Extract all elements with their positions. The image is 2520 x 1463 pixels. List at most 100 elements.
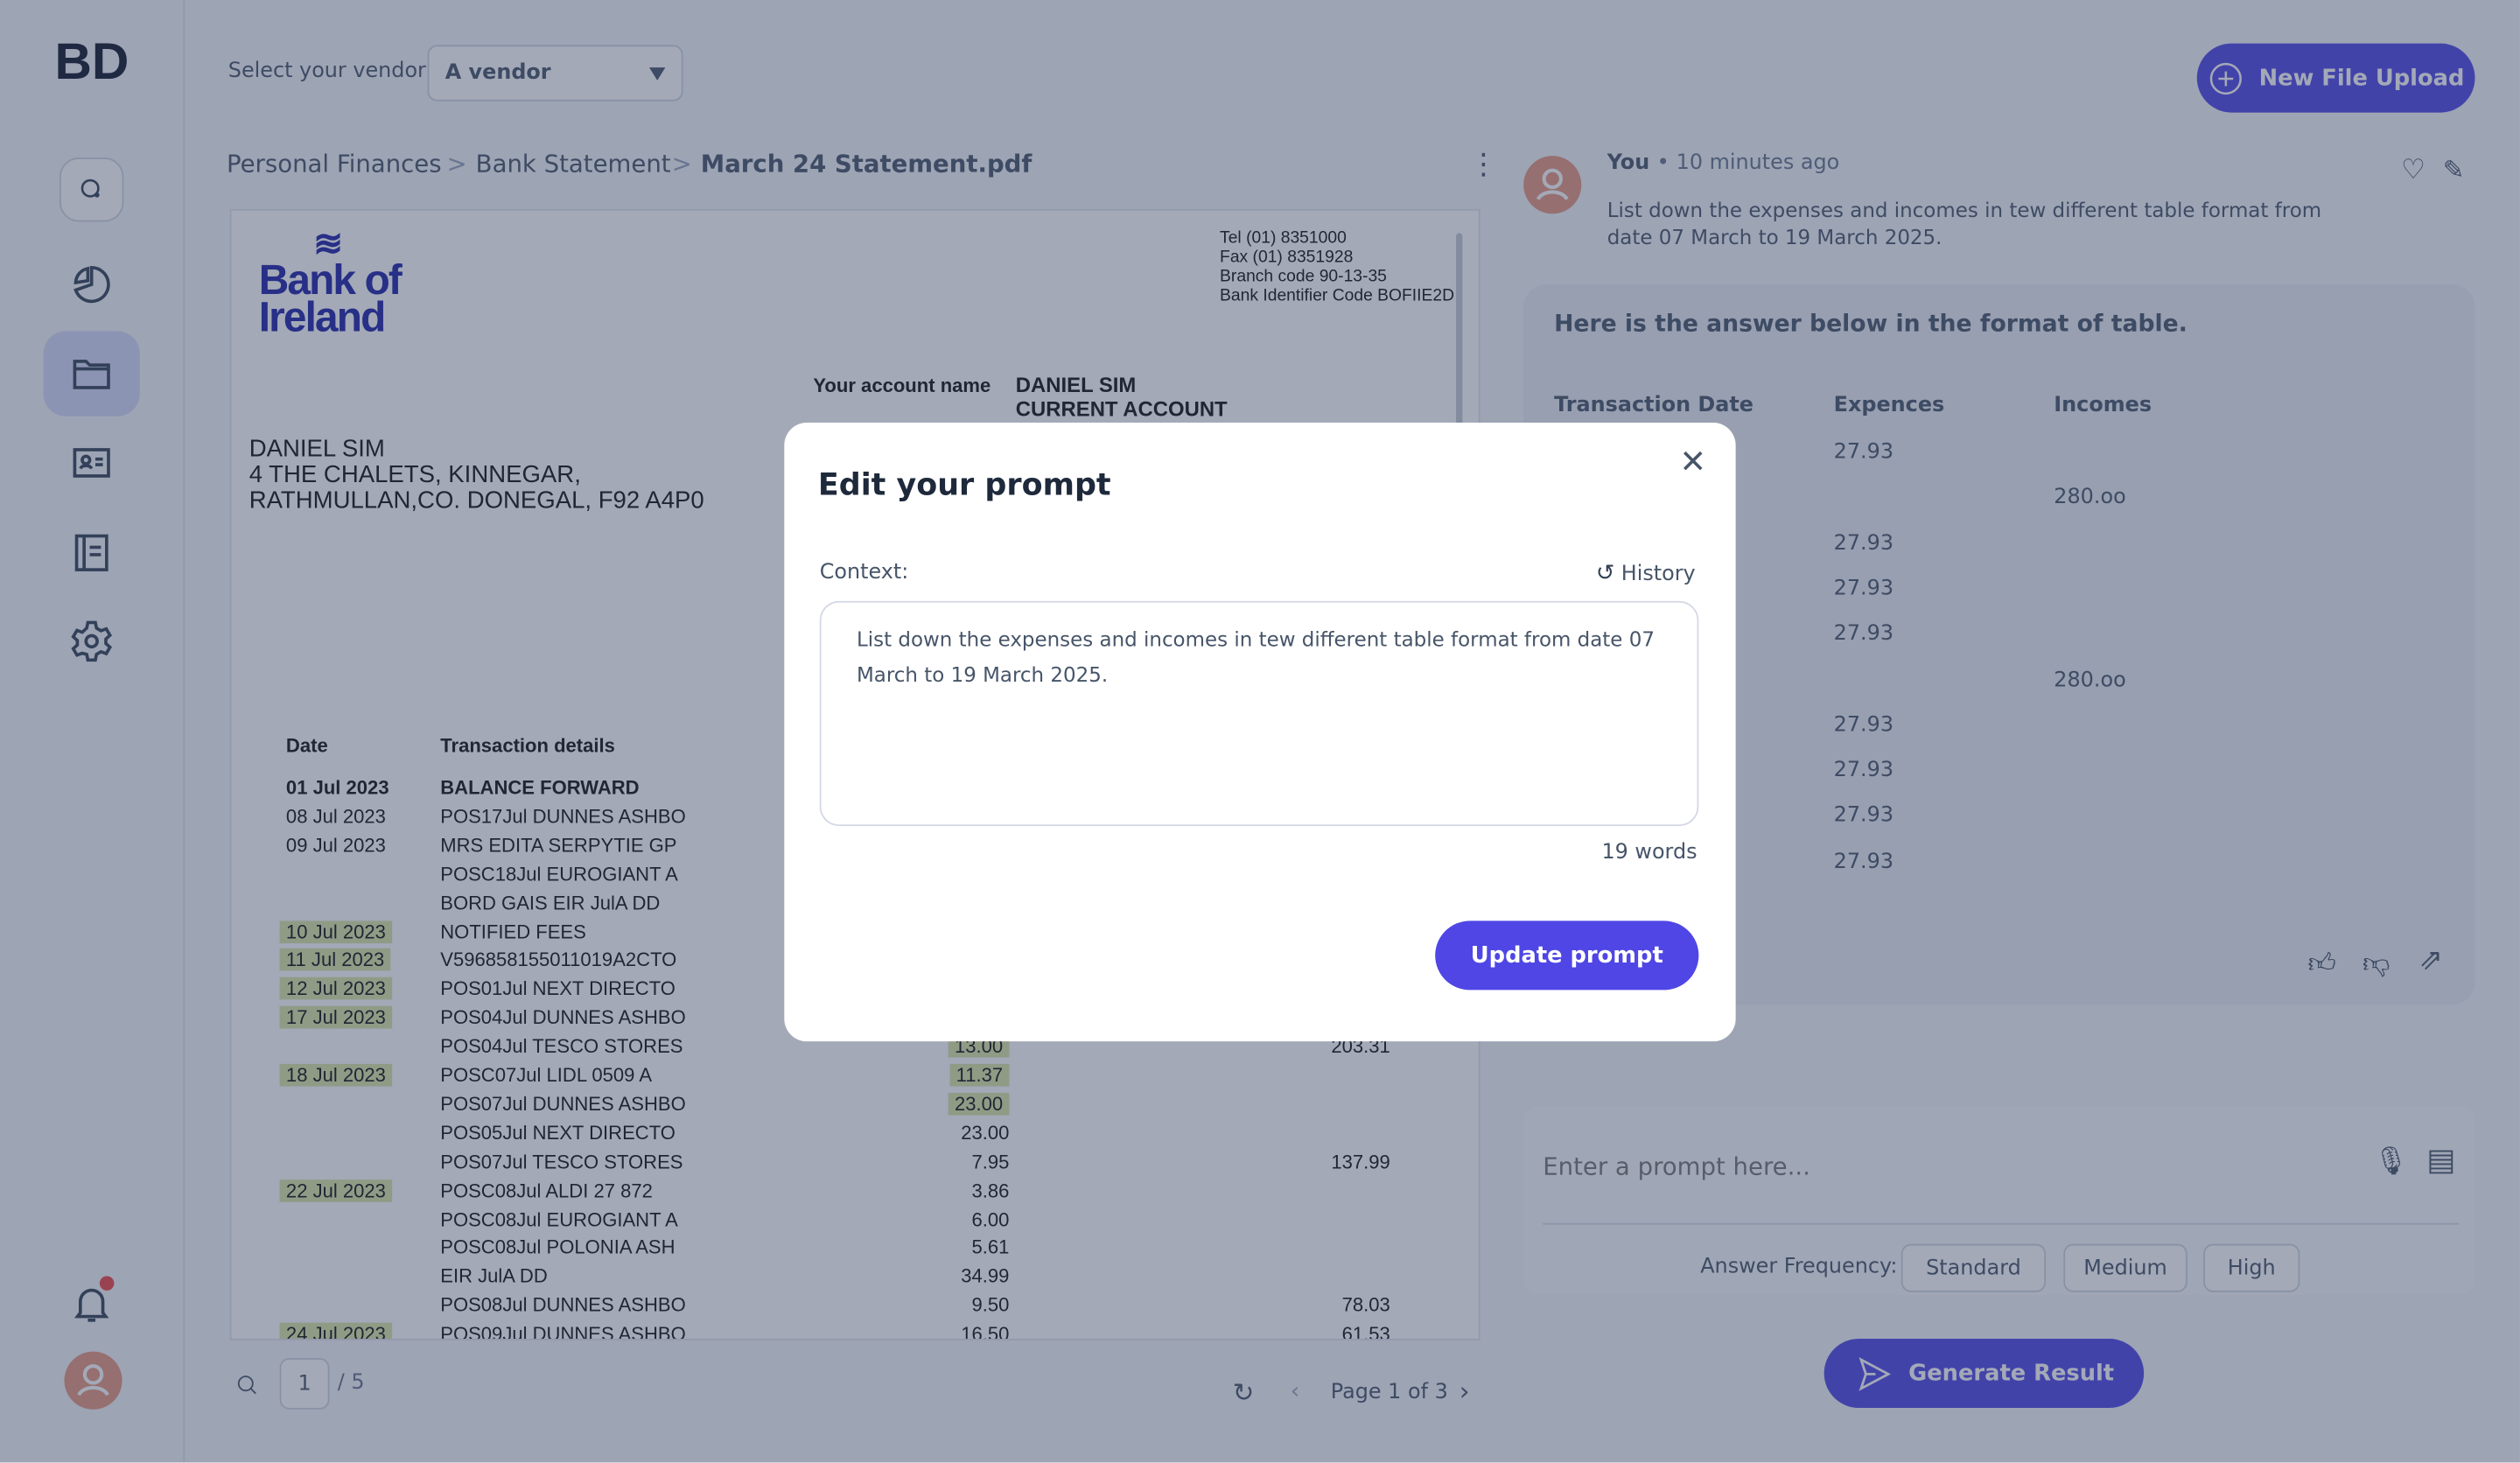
statement-details: POS07Jul DUNNES ASHBO <box>440 1092 686 1116</box>
statement-out: 9.50 <box>971 1293 1010 1317</box>
statement-date: 24 Jul 2023 <box>279 1322 393 1339</box>
history-icon: ↺ <box>1595 561 1615 587</box>
app-logo: BD <box>54 32 130 90</box>
sidebar-item-reports[interactable] <box>60 521 123 584</box>
context-textarea[interactable]: List down the expenses and incomes in te… <box>819 600 1699 827</box>
sidebar-item-files[interactable] <box>43 331 140 416</box>
statement-out: 3.86 <box>971 1179 1010 1202</box>
close-icon[interactable]: ✕ <box>1679 442 1707 481</box>
statement-details: BORD GAIS EIR JulA DD <box>440 891 661 914</box>
frequency-standard[interactable]: Standard <box>1900 1243 2047 1292</box>
page-number-input[interactable]: 1 <box>279 1358 330 1410</box>
sidebar-item-settings[interactable] <box>60 609 123 673</box>
notification-dot <box>99 1276 115 1291</box>
statement-bal: 78.03 <box>1341 1293 1390 1317</box>
statement-details: POSC18Jul EUROGIANT A <box>440 862 678 886</box>
col-transaction-date: Transaction Date <box>1554 393 1754 418</box>
user-icon <box>77 1364 109 1396</box>
refresh-icon[interactable]: ↻ <box>1232 1377 1255 1408</box>
account-name: DANIEL SIM CURRENT ACCOUNT <box>1015 373 1228 422</box>
modal-title: Edit your prompt <box>817 467 1111 503</box>
edit-icon[interactable]: ✎ <box>2442 154 2465 186</box>
breadcrumb-bank-statement[interactable]: Bank Statement <box>475 149 671 178</box>
statement-details: V596858155011019A2CTO <box>440 948 677 972</box>
bank-contact: Tel (01) 8351000 Fax (01) 8351928 Branch c… <box>1220 228 1455 305</box>
statement-details: EIR JulA DD <box>440 1265 548 1288</box>
chevron-right-icon: > <box>671 149 692 178</box>
caret-down-icon <box>649 67 666 80</box>
user-avatar[interactable] <box>64 1351 122 1410</box>
message-author: You <box>1606 150 1650 176</box>
search-icon <box>80 178 100 198</box>
thumbs-down-icon[interactable]: 👎︎ <box>2362 948 2390 981</box>
statement-details: NOTIFIED FEES <box>440 920 586 943</box>
statement-date: 10 Jul 2023 <box>279 920 393 943</box>
list-icon <box>74 534 108 571</box>
income-value: 280.oo <box>2054 486 2126 510</box>
statement-bal: 137.99 <box>1331 1150 1390 1173</box>
statement-details: POS07Jul TESCO STORES <box>440 1150 683 1173</box>
vendor-label: Select your vendor: <box>228 59 433 84</box>
prompt-input[interactable] <box>1543 1144 2347 1190</box>
breadcrumb-current-file: March 24 Statement.pdf <box>700 149 1032 178</box>
user-icon <box>1536 168 1569 200</box>
statement-date: 12 Jul 2023 <box>279 977 393 1000</box>
statement-details: POS17Jul DUNNES ASHBO <box>440 804 686 828</box>
scrollbar[interactable] <box>1456 233 1463 443</box>
vendor-select[interactable]: A vendor <box>427 45 683 102</box>
plus-circle-icon <box>2208 61 2242 94</box>
statement-date: 08 Jul 2023 <box>285 804 386 828</box>
new-file-upload-button[interactable]: New File Upload <box>2196 43 2475 113</box>
statement-out: 11.37 <box>949 1063 1010 1087</box>
context-label: Context: <box>819 561 909 585</box>
statement-bal: 61.53 <box>1341 1322 1390 1340</box>
statement-out: 6.00 <box>971 1208 1010 1230</box>
expense-value: 27.93 <box>1833 804 1894 829</box>
next-page-button[interactable]: › <box>1459 1376 1470 1407</box>
frequency-high[interactable]: High <box>2203 1243 2300 1292</box>
notifications-button[interactable] <box>60 1271 123 1335</box>
statement-details: POS08Jul DUNNES ASHBO <box>440 1293 686 1317</box>
edit-prompt-modal: Edit your prompt ✕ Context: ↺ History Lis… <box>784 423 1736 1042</box>
search-icon[interactable] <box>234 1373 259 1397</box>
statement-out: 23.00 <box>961 1121 1010 1144</box>
statement-date: 09 Jul 2023 <box>285 833 386 857</box>
update-prompt-button[interactable]: Update prompt <box>1435 920 1699 990</box>
heart-icon[interactable]: ♡ <box>2401 154 2426 187</box>
more-options-icon[interactable]: ⋮ <box>1468 147 1498 182</box>
answer-heading: Here is the answer below in the format o… <box>1554 312 2188 338</box>
expense-value: 27.93 <box>1833 850 1894 874</box>
statement-date: 01 Jul 2023 <box>285 776 389 799</box>
sidebar-item-search[interactable] <box>59 157 124 222</box>
statement-details: BALANCE FORWARD <box>440 776 640 799</box>
chat-icon[interactable]: ▤ <box>2426 1142 2456 1179</box>
statement-details: MRS EDITA SERPYTIE GP <box>440 833 677 857</box>
generate-result-button[interactable]: Generate Result <box>1824 1338 2145 1408</box>
sidebar-item-contacts[interactable] <box>60 430 123 494</box>
history-button[interactable]: ↺ History <box>1595 561 1696 587</box>
bell-icon <box>74 1288 109 1322</box>
frequency-medium[interactable]: Medium <box>2063 1243 2188 1292</box>
prev-page-button[interactable]: ‹ <box>1290 1378 1300 1405</box>
thumbs-up-icon[interactable]: 👍︎ <box>2307 948 2337 981</box>
statement-details: POS09Jul DUNNES ASHBO <box>440 1322 686 1340</box>
statement-date: 18 Jul 2023 <box>279 1063 393 1087</box>
expense-value: 27.93 <box>1833 713 1894 738</box>
folder-icon <box>73 360 110 389</box>
breadcrumb-personal-finances[interactable]: Personal Finances <box>226 149 442 178</box>
col-expences: Expences <box>1833 393 1945 418</box>
statement-details: POS01Jul NEXT DIRECTO <box>440 977 676 1000</box>
send-icon <box>1858 1356 1891 1390</box>
bank-logo: ≋ Bank of Ireland <box>258 223 402 341</box>
expense-value: 27.93 <box>1833 622 1894 647</box>
statement-out: 16.50 <box>961 1322 1010 1340</box>
page-label: Page 1 of 3 <box>1330 1380 1448 1405</box>
expense-value: 27.93 <box>1833 531 1894 556</box>
sidebar-item-dashboard[interactable] <box>60 252 123 316</box>
sidebar-item-files-icon[interactable] <box>60 342 123 406</box>
microphone-icon[interactable]: 🎙︎ <box>2373 1145 2409 1179</box>
statement-date: 17 Jul 2023 <box>279 1006 393 1029</box>
statement-details: POS04Jul DUNNES ASHBO <box>440 1006 686 1029</box>
statement-out: 23.00 <box>948 1092 1010 1116</box>
share-icon[interactable]: ⇗ <box>2418 943 2443 977</box>
